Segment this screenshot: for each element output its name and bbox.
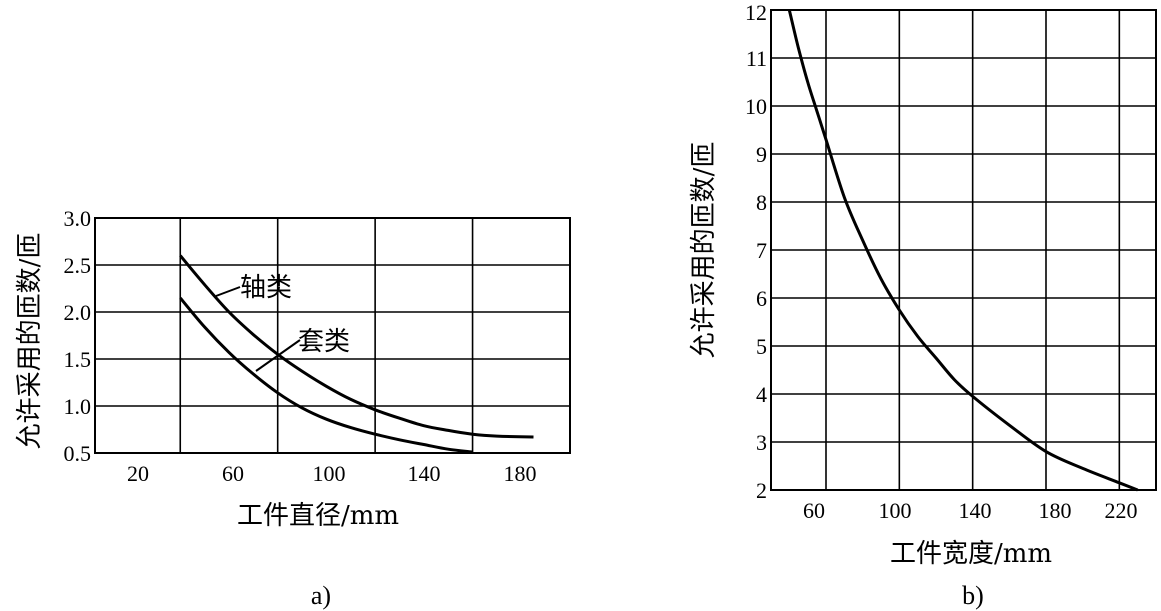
chart-b-xtick-label: 100 [879,498,912,523]
chart-a-xtick-label: 100 [313,461,346,486]
chart-a-plot-frame [94,217,571,454]
chart-a-xtick-label: 140 [408,461,441,486]
chart-b-ytick-label: 11 [746,46,767,71]
chart-a-xtick-label: 180 [504,461,537,486]
chart-b-series-0-line [787,9,1139,492]
chart-b-xtick-label: 60 [803,498,825,523]
chart-b: 2 3 4 5 6 7 8 9 10 11 12 60 100 140 180 … [689,0,1157,610]
chart-a-curves [179,254,534,454]
chart-a-ytick-label: 2.0 [64,300,92,325]
chart-b-caption: b) [962,581,984,610]
chart-b-ytick-label: 9 [756,142,767,167]
chart-b-grid [771,9,1156,491]
chart-b-ytick-label: 12 [745,0,767,25]
chart-b-xtick-label: 140 [959,498,992,523]
chart-a-series-1-line [179,296,473,454]
chart-b-x-axis-title: 工件宽度/mm [890,539,1052,569]
chart-b-ytick-label: 8 [756,190,767,215]
chart-b-xtick-label: 220 [1105,498,1138,523]
chart-b-ytick-label: 10 [745,94,767,119]
chart-b-ytick-label: 7 [756,238,767,263]
chart-a-xtick-label: 60 [222,461,244,486]
series-label-sleeve-leader [255,339,301,372]
chart-a-ytick-label: 1.5 [64,347,92,372]
chart-a-xtick-label: 20 [127,461,149,486]
series-label-shaft: 轴类 [240,273,292,303]
chart-b-ytick-label: 3 [756,430,767,455]
chart-b-ytick-label: 6 [756,286,767,311]
chart-a-y-axis-title: 允许采用的匝数/匝 [15,233,45,450]
chart-a: 0.5 1.0 1.5 2.0 2.5 3.0 20 60 100 140 18… [15,206,571,610]
chart-b-ytick-label: 4 [756,382,767,407]
chart-b-curves [787,9,1139,492]
chart-a-x-axis-title: 工件直径/mm [237,501,399,531]
chart-b-xtick-label: 180 [1039,498,1072,523]
chart-b-ytick-label: 2 [756,478,767,503]
chart-a-ytick-label: 1.0 [64,394,92,419]
series-label-sleeve: 套类 [298,327,350,357]
chart-a-ytick-label: 3.0 [64,206,92,231]
chart-b-plot-frame [770,9,1157,491]
chart-b-ytick-label: 5 [756,334,767,359]
chart-b-y-axis-title: 允许采用的匝数/匝 [689,142,719,359]
chart-a-series-0-line [179,254,534,439]
series-label-shaft-leader [215,286,241,297]
chart-a-ytick-label: 2.5 [64,253,92,278]
chart-a-ytick-label: 0.5 [64,441,92,466]
chart-a-caption: a) [311,581,331,610]
